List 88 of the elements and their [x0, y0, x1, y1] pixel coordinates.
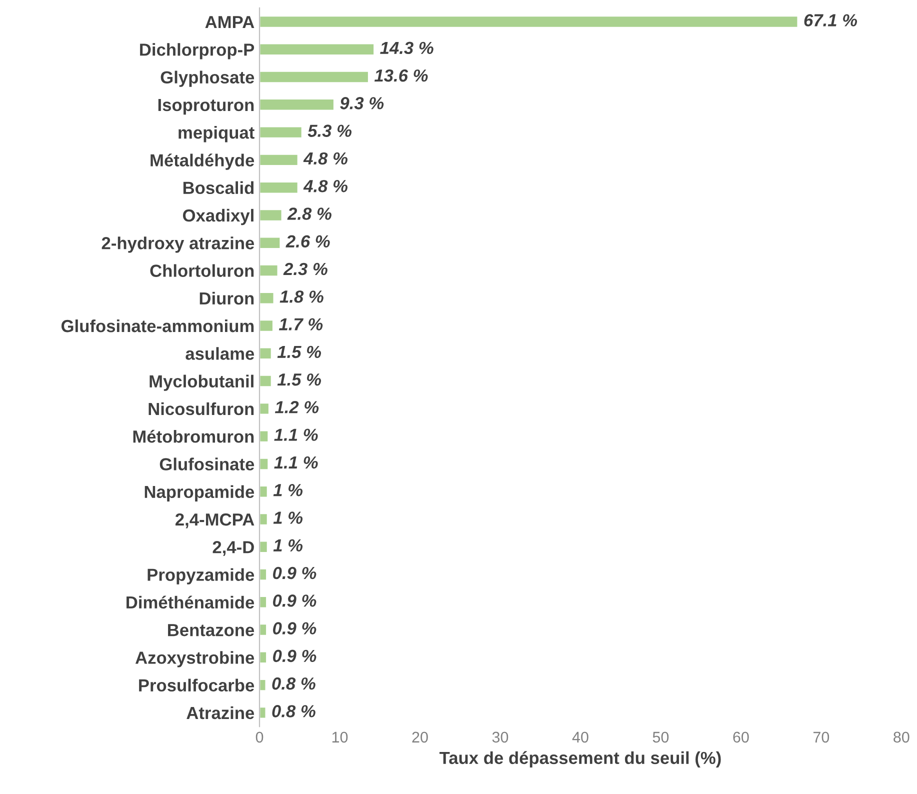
bar — [260, 623, 268, 636]
y-tick-label: Myclobutanil — [150, 374, 254, 391]
data-label: 67.1 % — [804, 14, 858, 26]
bar — [260, 126, 303, 139]
bar — [260, 512, 268, 526]
x-axis-title: Taux de dépassement du seuil (%) — [439, 751, 721, 768]
y-tick-label: Isoproturon — [158, 99, 254, 115]
data-label: 0.9 % — [273, 566, 316, 580]
y-tick-label: Diméthénamide — [126, 596, 254, 609]
y-tick-label: Glufosinate — [160, 458, 254, 470]
data-label: 1.5 % — [277, 373, 322, 386]
y-tick-label: Chlortoluron — [150, 264, 254, 277]
x-tick-label: 80 — [894, 732, 910, 743]
y-tick-label: Azoxystrobine — [135, 651, 254, 668]
bar — [260, 208, 283, 222]
bar — [260, 596, 268, 609]
y-tick-label: Dichlorprop-P — [140, 43, 254, 60]
data-label: 0.9 % — [273, 594, 316, 607]
data-label: 2.8 % — [287, 208, 332, 220]
data-label: 1.1 % — [274, 456, 318, 469]
y-tick-label: Métaldéhyde — [150, 154, 254, 170]
data-label: 1 % — [273, 484, 303, 496]
data-label: 9.3 % — [340, 97, 384, 110]
data-label: 14.3 % — [380, 42, 434, 54]
x-tick-label: 50 — [652, 732, 669, 743]
data-label: 0.8 % — [272, 705, 316, 718]
y-tick-label: mepiquat — [178, 126, 254, 142]
bar — [260, 15, 799, 28]
y-tick-label: Prosulfocarbe — [139, 678, 254, 692]
data-label: 1 % — [273, 512, 303, 524]
x-tick-label: 0 — [256, 732, 264, 743]
x-tick-label: 60 — [733, 732, 749, 743]
bar — [260, 540, 268, 554]
x-tick-label: 20 — [412, 732, 428, 743]
data-label: 1.2 % — [274, 401, 319, 414]
data-label: 1.7 % — [278, 318, 323, 330]
y-tick-label: Oxadixyl — [182, 208, 254, 226]
y-tick-label: AMPA — [205, 16, 254, 28]
bar — [260, 374, 272, 388]
y-tick-label: asulame — [186, 347, 254, 360]
bar — [260, 430, 270, 443]
y-tick-label: 2,4-D — [212, 541, 254, 556]
bar — [260, 292, 275, 305]
bar — [260, 650, 268, 664]
y-tick-label: Nicosulfuron — [148, 402, 254, 416]
x-tick-label: 40 — [572, 732, 588, 743]
data-label: 4.8 % — [303, 152, 348, 165]
data-label: 1.5 % — [277, 346, 322, 358]
data-label: 2.6 % — [286, 235, 330, 248]
bar — [260, 70, 370, 84]
y-tick-label: Atrazine — [186, 706, 254, 720]
data-label: 5.3 % — [308, 124, 352, 137]
y-tick-label: Boscalid — [183, 181, 254, 194]
bar — [260, 236, 282, 250]
bar — [260, 457, 270, 470]
data-label: 1.8 % — [280, 290, 324, 303]
bar — [260, 485, 268, 498]
bar — [260, 678, 267, 692]
y-tick-label: Bentazone — [168, 624, 254, 636]
bar — [260, 42, 375, 56]
data-label: 0.9 % — [273, 622, 316, 634]
bar — [260, 346, 272, 360]
data-label: 4.8 % — [303, 180, 348, 192]
data-label: 1 % — [273, 539, 303, 552]
bar — [260, 153, 299, 166]
bar — [260, 98, 335, 112]
bar — [260, 264, 279, 277]
bar — [260, 402, 270, 416]
bar — [260, 706, 267, 720]
data-label: 2.3 % — [283, 262, 328, 276]
y-tick-label: 2,4-MCPA — [176, 513, 254, 528]
data-label: 13.6 % — [374, 69, 428, 82]
x-tick-label: 10 — [332, 732, 348, 743]
data-label: 1.1 % — [274, 428, 318, 441]
y-tick-label: Glufosinate-ammonium — [61, 319, 254, 332]
bar — [260, 181, 299, 194]
y-tick-label: Métobromuron — [133, 430, 254, 443]
y-tick-label: Diuron — [200, 292, 254, 305]
bar — [260, 568, 268, 582]
y-tick-label: Napropamide — [144, 485, 254, 502]
bar — [260, 319, 274, 332]
y-tick-label: 2-hydroxy atrazine — [102, 236, 254, 253]
y-tick-label: Propyzamide — [148, 568, 254, 584]
x-tick-label: 70 — [813, 732, 830, 743]
x-tick-label: 30 — [492, 732, 508, 743]
y-tick-label: Glyphosate — [160, 70, 254, 87]
data-label: 0.9 % — [273, 650, 316, 662]
data-label: 0.8 % — [272, 677, 316, 690]
